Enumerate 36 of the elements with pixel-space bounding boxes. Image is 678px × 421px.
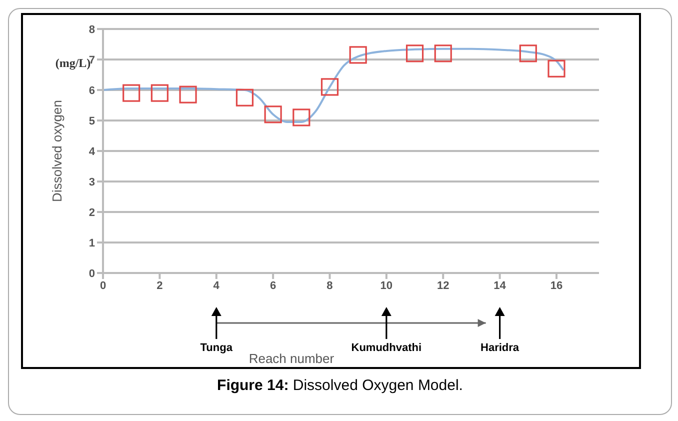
x-tick-label: 0 [100, 280, 106, 292]
x-tick-label: 16 [550, 280, 563, 292]
point [434, 44, 452, 62]
y-tick-label: 5 [88, 115, 95, 128]
point [519, 44, 537, 62]
point [179, 86, 197, 104]
point [264, 106, 282, 124]
point [292, 108, 310, 126]
x-axis-title: Reach number [248, 351, 335, 366]
x-tick-label: 14 [494, 280, 507, 292]
y-tick-label: 6 [88, 84, 95, 97]
point [236, 88, 254, 106]
x-tick-label: 8 [326, 280, 333, 292]
point [320, 78, 339, 96]
y-tick-label: 7 [88, 54, 95, 66]
point [548, 60, 566, 78]
x-tick-label: 12 [436, 280, 450, 292]
text: Haridra [480, 342, 520, 354]
y-tick-label: 4 [88, 146, 96, 158]
point [349, 46, 367, 64]
text: Kumudhvathi [351, 342, 422, 354]
y-tick-label: 0 [88, 268, 95, 280]
y-tick-label: 3 [88, 176, 95, 188]
x-tick-label: 6 [270, 280, 276, 292]
y-tick-label: 2 [88, 206, 95, 219]
point [122, 84, 140, 102]
x-tick-label: 4 [213, 280, 220, 292]
text: Figure 14: Dissolved Oxygen Model. [216, 377, 464, 394]
x-tick-label: 10 [380, 280, 393, 292]
y-tick-label: 8 [88, 24, 95, 36]
point [406, 44, 424, 62]
y-axis-title: Dissolved oxygen [50, 100, 65, 202]
point [150, 84, 168, 102]
text: Tunga [200, 342, 234, 354]
x-tick-label: 2 [156, 280, 163, 292]
y-tick-label: 1 [88, 237, 95, 250]
